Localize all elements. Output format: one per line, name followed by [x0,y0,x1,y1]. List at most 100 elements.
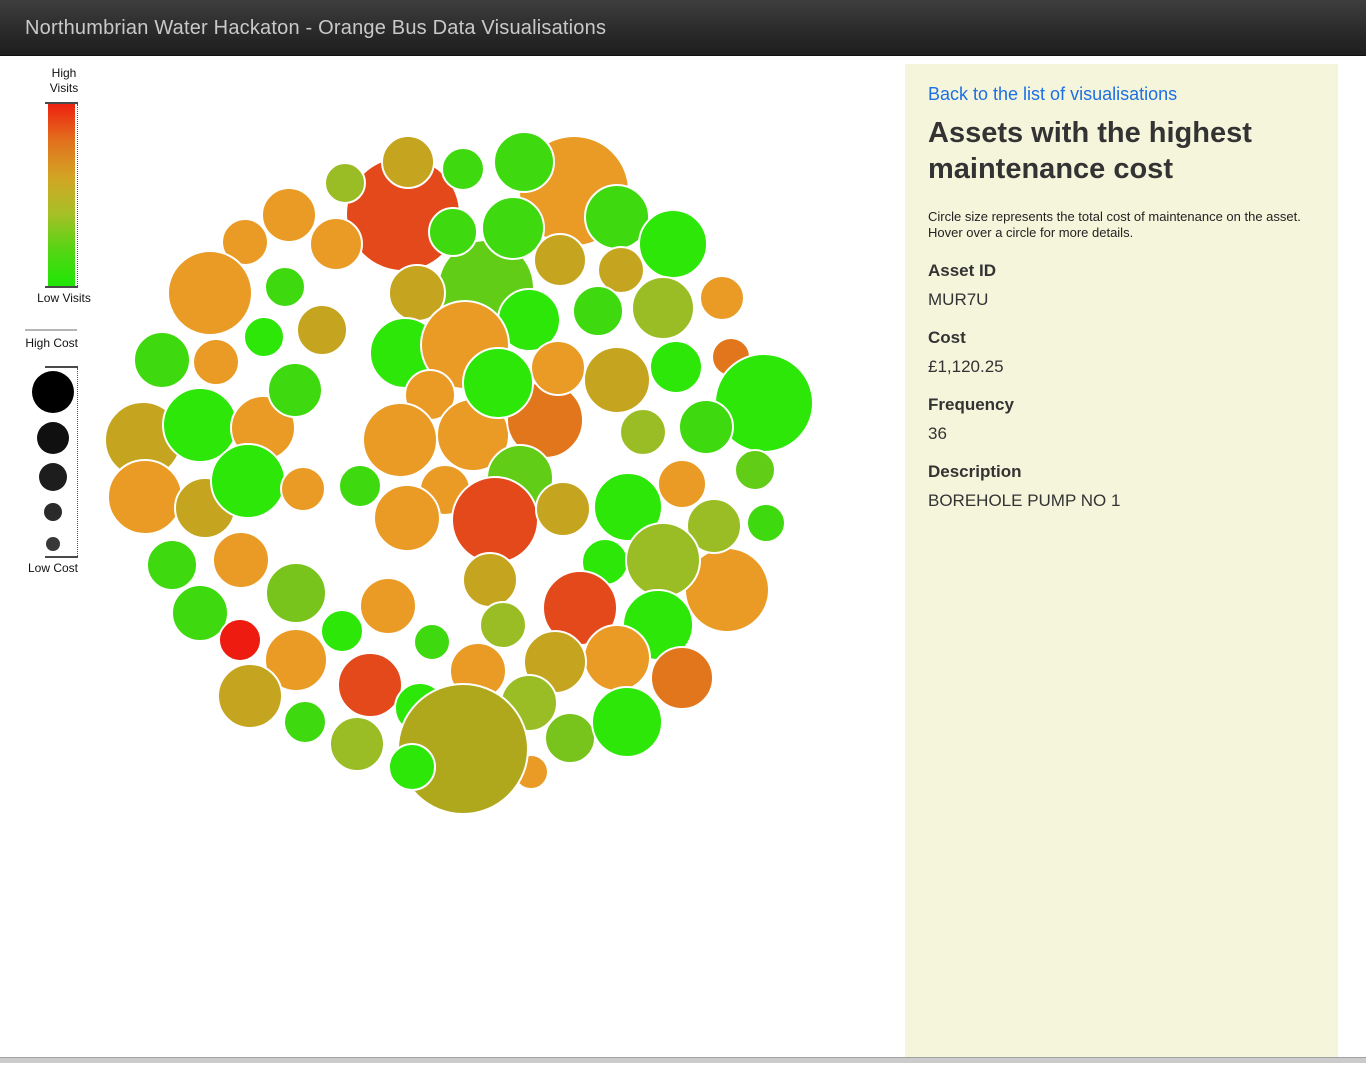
asset-bubble[interactable] [329,716,385,772]
asset-bubble[interactable] [324,162,366,204]
scale-tick [45,102,78,104]
asset-bubble[interactable] [265,562,327,624]
cost-legend-circle [32,371,74,413]
page-title: Northumbrian Water Hackaton - Orange Bus… [25,17,607,39]
asset-bubble[interactable] [212,531,270,589]
asset-bubble[interactable] [530,340,586,396]
field-value: MUR7U [928,290,989,309]
asset-bubble[interactable] [481,196,545,260]
visits-color-scale [48,104,75,286]
field-value: £1,120.25 [928,357,1004,376]
field-label: Asset ID [928,261,997,280]
cost-legend-circle [37,422,69,454]
horizontal-scrollbar[interactable] [0,1057,1366,1063]
cost-legend-circle [46,537,60,551]
legend-low-visits-label: Low Visits [37,291,91,305]
asset-bubble[interactable] [373,484,441,552]
legend-high-visits-label: High Visits [49,66,79,95]
asset-bubble[interactable] [283,700,327,744]
asset-bubble[interactable] [462,552,518,608]
asset-bubble[interactable] [320,609,364,653]
field-label: Description [928,462,1022,481]
asset-bubble[interactable] [493,131,555,193]
asset-bubble[interactable] [428,207,478,257]
field-asset-id: Asset ID MUR7U [928,261,1316,310]
asset-bubble[interactable] [591,686,663,758]
app-header: Northumbrian Water Hackaton - Orange Bus… [0,0,1366,56]
asset-bubble[interactable] [479,601,527,649]
asset-bubble[interactable] [462,347,534,419]
asset-bubble[interactable] [441,147,485,191]
asset-bubble[interactable] [146,539,198,591]
asset-bubble[interactable] [535,481,591,537]
cost-legend-circle [44,503,62,521]
field-value: BOREHOLE PUMP NO 1 [928,491,1121,510]
asset-bubble[interactable] [217,663,283,729]
asset-bubble[interactable] [638,209,708,279]
asset-bubble[interactable] [264,266,306,308]
asset-bubble[interactable] [597,246,645,294]
asset-bubble[interactable] [210,443,286,519]
asset-bubble[interactable] [583,624,651,692]
asset-bubble[interactable] [192,338,240,386]
asset-bubble[interactable] [451,476,539,564]
asset-bubble[interactable] [544,712,596,764]
scale-tick [45,556,78,558]
asset-bubble[interactable] [631,276,695,340]
panel-description: Circle size represents the total cost of… [928,209,1301,240]
asset-bubble[interactable] [734,449,776,491]
asset-bubble[interactable] [337,652,403,718]
asset-bubble[interactable] [362,402,438,478]
field-label: Frequency [928,395,1014,414]
legend-divider [25,329,77,331]
asset-bubble[interactable] [243,316,285,358]
field-frequency: Frequency 36 [928,395,1316,444]
field-description: Description BOREHOLE PUMP NO 1 [928,462,1316,511]
cost-legend-circle [39,463,67,491]
asset-bubble[interactable] [746,503,786,543]
back-link[interactable]: Back to the list of visualisations [928,84,1178,104]
asset-bubble[interactable] [619,408,667,456]
field-label: Cost [928,328,966,347]
asset-bubble[interactable] [309,217,363,271]
asset-bubble[interactable] [657,459,707,509]
asset-bubble[interactable] [381,135,435,189]
asset-bubble[interactable] [171,584,229,642]
asset-bubble[interactable] [261,187,317,243]
asset-bubble[interactable] [280,466,326,512]
asset-bubble[interactable] [107,459,183,535]
asset-bubble[interactable] [413,623,451,661]
asset-bubble[interactable] [593,472,663,542]
asset-bubble[interactable] [267,362,323,418]
scale-tick [45,286,78,288]
asset-bubble[interactable] [533,233,587,287]
asset-bubble[interactable] [678,399,734,455]
asset-bubble[interactable] [359,577,417,635]
cost-size-scale [32,371,74,551]
asset-bubble[interactable] [167,250,253,336]
asset-bubble[interactable] [686,498,742,554]
asset-bubble[interactable] [699,275,745,321]
scale-axis-line [77,104,78,286]
asset-bubble[interactable] [264,628,328,692]
legend-low-cost-label: Low Cost [27,561,78,575]
scale-tick [45,366,78,368]
asset-bubble[interactable] [218,618,262,662]
asset-bubble[interactable] [338,464,382,508]
asset-bubble[interactable] [572,285,624,337]
panel-title: Assets with the highest maintenance cost [928,117,1252,185]
asset-bubble[interactable] [133,331,191,389]
asset-bubble[interactable] [650,646,714,710]
field-value: 36 [928,424,947,443]
details-panel: Back to the list of visualisations Asset… [905,64,1338,1057]
asset-bubble[interactable] [221,218,269,266]
asset-bubble[interactable] [296,304,348,356]
asset-bubble[interactable] [583,346,651,414]
field-cost: Cost £1,120.25 [928,328,1316,377]
scale-axis-line [77,368,78,556]
asset-bubble[interactable] [649,340,703,394]
legend-high-cost-label: High Cost [25,336,78,350]
asset-bubble[interactable] [388,743,436,791]
asset-bubble[interactable] [625,522,701,598]
